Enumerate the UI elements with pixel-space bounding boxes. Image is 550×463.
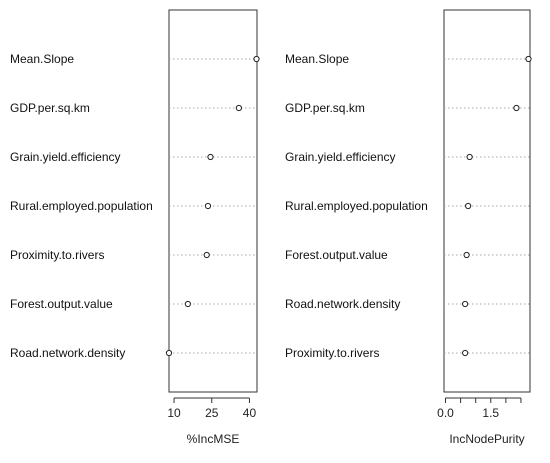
variable-label: Forest.output.value [285, 248, 388, 262]
importance-point [165, 349, 173, 357]
importance-point [463, 251, 470, 259]
importance-point [465, 202, 472, 210]
importance-point [253, 55, 260, 63]
x-tick-label: 25 [205, 406, 219, 420]
variable-label: Mean.Slope [285, 52, 349, 66]
variable-label: Rural.employed.population [285, 199, 428, 213]
x-tick-label: 0.0 [437, 406, 454, 420]
importance-point [462, 300, 469, 308]
importance-point [184, 300, 191, 308]
importance-point [204, 202, 212, 210]
importance-point [462, 349, 469, 357]
importance-point [466, 153, 473, 161]
importance-point [235, 104, 242, 112]
variable-label: Mean.Slope [10, 52, 74, 66]
variable-label: Grain.yield.efficiency [285, 150, 396, 164]
variable-label: Rural.employed.population [10, 199, 153, 213]
variable-label: Proximity.to.rivers [285, 346, 379, 360]
variable-label: GDP.per.sq.km [285, 101, 365, 115]
x-tick-label: 10 [167, 406, 181, 420]
x-axis-title: IncNodePurity [449, 432, 524, 446]
chart-panel-1: Mean.Slope GDP.per.sq.km Grain.yield.effic… [10, 9, 260, 446]
importance-point [525, 55, 532, 63]
variable-label: Grain.yield.efficiency [10, 150, 121, 164]
chart-panel-2: Mean.Slope GDP.per.sq.km Grain.yield.effic… [285, 9, 532, 446]
importance-point [203, 251, 210, 259]
variable-label: Proximity.to.rivers [10, 248, 104, 262]
variable-label: GDP.per.sq.km [10, 101, 90, 115]
x-tick-label: 40 [243, 406, 257, 420]
importance-point [207, 153, 214, 161]
x-tick-label: 1.5 [482, 406, 499, 420]
plot-frame [168, 9, 258, 393]
variable-label: Forest.output.value [10, 297, 113, 311]
plot-frame [443, 9, 531, 393]
variable-label: Road.network.density [10, 346, 125, 360]
x-axis-title: %IncMSE [187, 432, 240, 446]
variable-label: Road.network.density [285, 297, 400, 311]
importance-point [513, 104, 520, 112]
